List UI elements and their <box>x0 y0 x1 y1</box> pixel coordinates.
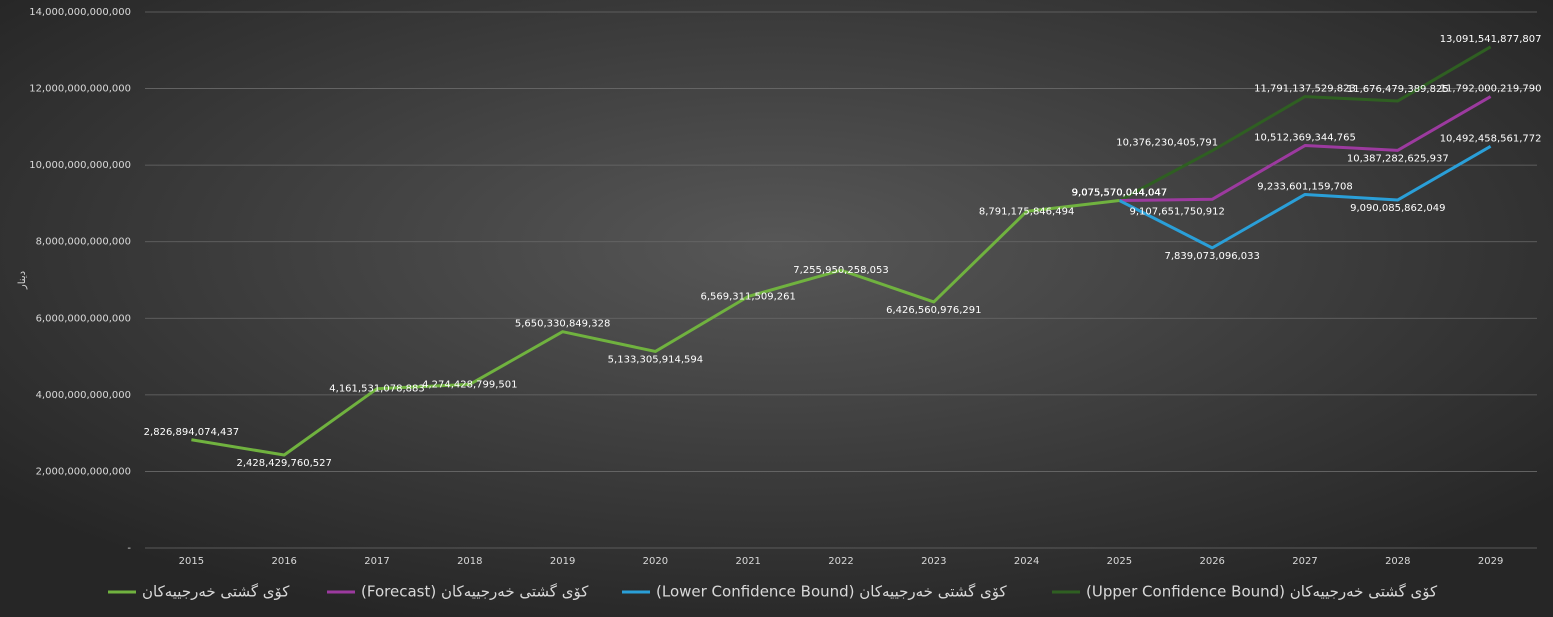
data-label: 10,376,230,405,791 <box>1116 138 1218 149</box>
x-tick-label: 2019 <box>550 556 575 567</box>
data-label: 10,492,458,561,772 <box>1440 133 1542 144</box>
y-tick-label: 2,000,000,000,000 <box>36 466 131 477</box>
x-tick-label: 2018 <box>457 556 482 567</box>
data-label: 10,387,282,625,937 <box>1347 153 1449 164</box>
legend-label: کۆی گشتی خەرجییەکان (Lower Confidence Bo… <box>656 583 1008 601</box>
y-tick-label: - <box>127 543 131 554</box>
series-line <box>191 199 1120 457</box>
y-tick-label: 12,000,000,000,000 <box>29 84 131 95</box>
series-line <box>1118 45 1492 202</box>
x-tick-label: 2020 <box>643 556 668 567</box>
data-label: 9,075,570,044,047 <box>1072 188 1167 199</box>
legend-label: کۆی گشتی خەرجییەکان <box>142 583 290 601</box>
x-tick-label: 2016 <box>271 556 296 567</box>
data-label: 11,792,000,219,790 <box>1440 84 1542 95</box>
data-label: 9,233,601,159,708 <box>1257 181 1352 192</box>
y-tick-label: 14,000,000,000,000 <box>29 7 131 18</box>
x-tick-label: 2021 <box>735 556 760 567</box>
data-label: 9,075,570,044,047 <box>1072 188 1167 199</box>
x-tick-label: 2022 <box>828 556 853 567</box>
legend-label: کۆی گشتی خەرجییەکان (Forecast) <box>361 583 589 601</box>
data-label: 7,839,073,096,033 <box>1164 251 1259 262</box>
y-tick-label: 8,000,000,000,000 <box>36 237 131 248</box>
x-tick-label: 2029 <box>1478 556 1503 567</box>
x-tick-label: 2028 <box>1385 556 1410 567</box>
data-label: 6,426,560,976,291 <box>886 305 981 316</box>
data-label: 2,428,429,760,527 <box>236 458 331 469</box>
data-label: 9,107,651,750,912 <box>1129 206 1224 217</box>
data-label: 9,075,570,044,047 <box>1072 188 1167 199</box>
data-label: 10,512,369,344,765 <box>1254 133 1356 144</box>
x-tick-label: 2027 <box>1292 556 1317 567</box>
data-label: 2,826,894,074,437 <box>144 427 239 438</box>
data-label: 4,161,531,078,883 <box>329 384 424 395</box>
y-axis-label: دینار <box>17 271 28 290</box>
x-tick-label: 2023 <box>921 556 946 567</box>
data-label: 6,569,311,509,261 <box>700 291 795 302</box>
data-label: 5,650,330,849,328 <box>515 319 610 330</box>
series-line <box>1119 95 1492 203</box>
x-tick-label: 2024 <box>1014 556 1039 567</box>
data-label: 4,274,428,799,501 <box>422 379 517 390</box>
data-label: 7,255,950,258,053 <box>793 265 888 276</box>
data-label: 9,075,570,044,047 <box>1072 188 1167 199</box>
x-tick-label: 2025 <box>1107 556 1132 567</box>
series-line <box>1118 144 1492 250</box>
data-label: 9,090,085,862,049 <box>1350 203 1445 214</box>
data-label: 13,091,541,877,807 <box>1440 34 1542 45</box>
legend-label: کۆی گشتی خەرجییەکان (Upper Confidence Bo… <box>1086 583 1438 601</box>
data-label: 5,133,305,914,594 <box>608 354 703 365</box>
x-tick-label: 2015 <box>179 556 204 567</box>
x-tick-label: 2026 <box>1199 556 1224 567</box>
data-label: 11,791,137,529,823 <box>1254 84 1356 95</box>
data-label: 8,791,175,846,494 <box>979 206 1074 217</box>
y-tick-label: 4,000,000,000,000 <box>36 390 131 401</box>
y-tick-label: 10,000,000,000,000 <box>29 160 131 171</box>
data-label: 11,676,479,389,825 <box>1347 84 1449 95</box>
y-tick-label: 6,000,000,000,000 <box>36 313 131 324</box>
x-tick-label: 2017 <box>364 556 389 567</box>
